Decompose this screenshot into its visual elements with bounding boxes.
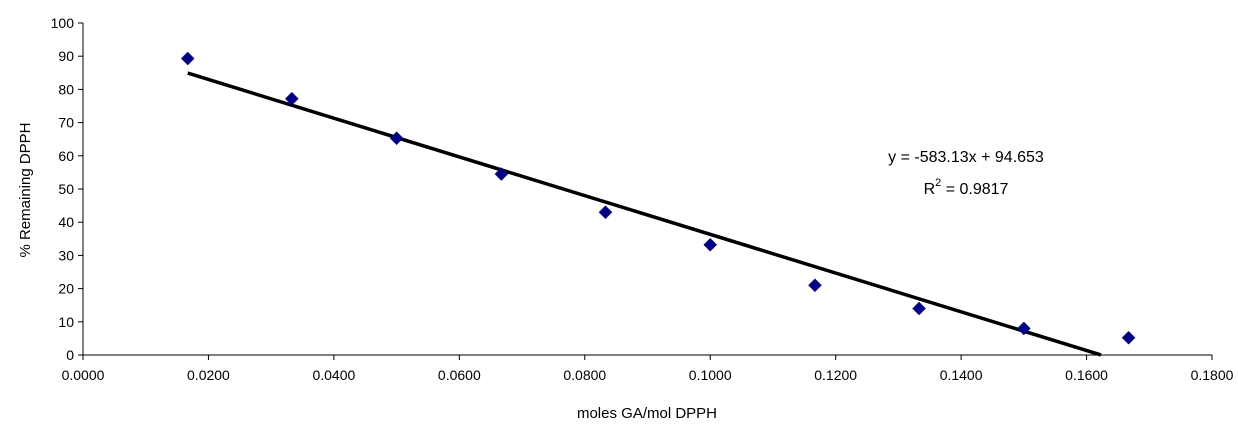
x-tick-label: 0.1600	[1065, 367, 1108, 383]
x-tick-label: 0.1800	[1191, 367, 1234, 383]
data-point	[598, 205, 613, 220]
trendline-equation: y = -583.13x + 94.653	[888, 149, 1044, 166]
x-tick-label: 0.1200	[814, 367, 857, 383]
data-point	[703, 237, 718, 252]
y-axis-ticks: 0 10 20 30 40 50 60 70 80 90 100	[51, 15, 83, 363]
y-tick-label: 10	[58, 314, 74, 330]
y-axis-title: % Remaining DPPH	[17, 122, 34, 257]
data-point	[912, 301, 926, 316]
y-tick-label: 60	[58, 148, 74, 164]
x-tick-label: 0.0000	[62, 367, 105, 383]
x-axis-ticks: 0.0000 0.0200 0.0400 0.0600 0.0800 0.1000 0.12…	[62, 355, 1234, 383]
r-squared-value: = 0.9817	[941, 181, 1008, 198]
x-tick-label: 0.0800	[563, 367, 606, 383]
y-tick-label: 80	[58, 81, 74, 97]
data-points	[180, 51, 1136, 345]
x-tick-label: 0.0600	[438, 367, 481, 383]
trendline-group	[187, 71, 1102, 357]
data-point	[180, 51, 195, 66]
data-point	[808, 278, 822, 293]
x-tick-label: 0.0200	[187, 367, 230, 383]
x-tick-label: 0.0400	[312, 367, 355, 383]
y-tick-label: 50	[58, 181, 74, 197]
data-point	[494, 167, 509, 181]
x-axis-title: moles GA/mol DPPH	[577, 405, 717, 422]
y-tick-label: 40	[58, 214, 74, 230]
trendline	[187, 71, 1102, 357]
y-tick-label: 70	[58, 115, 74, 131]
axes	[82, 23, 1212, 356]
data-point	[285, 91, 299, 106]
r-squared-superscript: 2	[935, 177, 941, 189]
r-squared-label: R2 = 0.9817	[924, 177, 1009, 198]
data-point	[389, 131, 404, 146]
r-squared-prefix: R	[924, 181, 936, 198]
data-point	[1121, 330, 1136, 345]
x-tick-label: 0.1000	[689, 367, 732, 383]
y-tick-label: 90	[58, 48, 74, 64]
y-tick-label: 20	[58, 281, 74, 297]
y-tick-label: 30	[58, 247, 74, 263]
y-tick-label: 100	[51, 15, 75, 31]
data-point	[1016, 321, 1031, 336]
x-tick-label: 0.1400	[940, 367, 983, 383]
y-tick-label: 0	[66, 347, 74, 363]
